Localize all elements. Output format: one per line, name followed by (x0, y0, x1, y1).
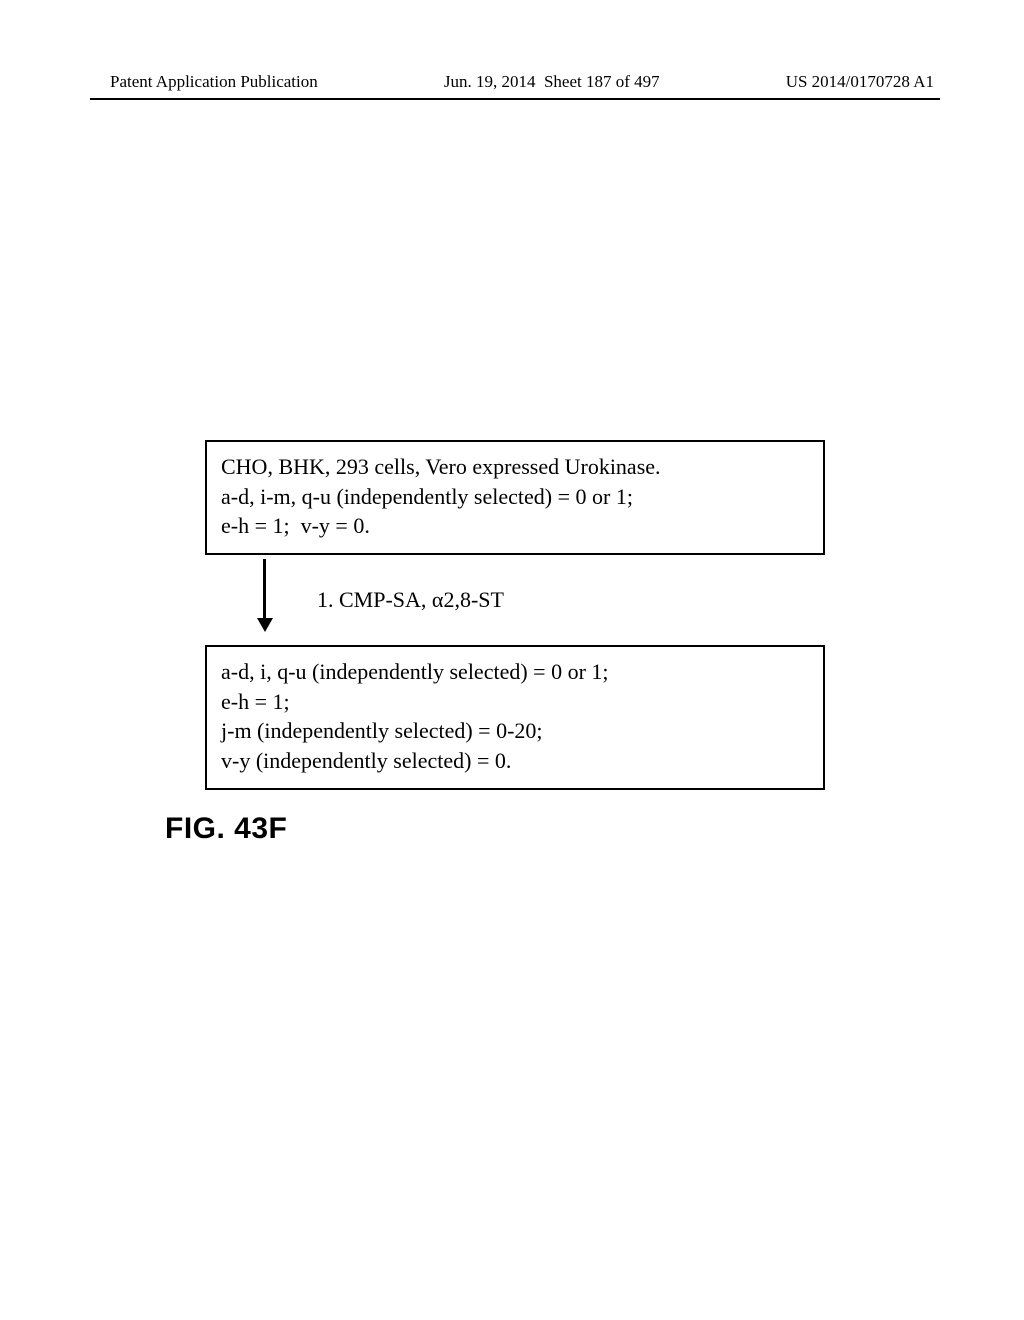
diagram-box-top: CHO, BHK, 293 cells, Vero expressed Urok… (205, 440, 825, 555)
box2-line3: j-m (independently selected) = 0-20; (221, 716, 809, 746)
arrow-head-icon (257, 618, 273, 632)
box2-line2: e-h = 1; (221, 687, 809, 717)
arrow-label-suffix: 2,8-ST (443, 587, 504, 612)
box1-line3: e-h = 1; v-y = 0. (221, 511, 809, 541)
figure-label: FIG. 43F (165, 812, 825, 846)
header-publication: Patent Application Publication (110, 72, 318, 92)
header-patent-number: US 2014/0170728 A1 (786, 72, 934, 92)
arrow-shaft (263, 559, 266, 622)
header-sheet: Sheet 187 of 497 (544, 72, 660, 91)
header-date-sheet: Jun. 19, 2014 Sheet 187 of 497 (444, 72, 660, 92)
box1-line1: CHO, BHK, 293 cells, Vero expressed Urok… (221, 452, 809, 482)
box2-line4: v-y (independently selected) = 0. (221, 746, 809, 776)
arrow-label: 1. CMP-SA, α2,8-ST (317, 587, 504, 613)
box1-line2: a-d, i-m, q-u (independently selected) =… (221, 482, 809, 512)
arrow-label-prefix: 1. CMP-SA, (317, 587, 432, 612)
header-divider (90, 98, 940, 100)
header-date: Jun. 19, 2014 (444, 72, 536, 91)
box2-line1: a-d, i, q-u (independently selected) = 0… (221, 657, 809, 687)
header-line: Patent Application Publication Jun. 19, … (110, 72, 934, 92)
figure-content: CHO, BHK, 293 cells, Vero expressed Urok… (205, 440, 825, 846)
arrow-label-alpha: α (432, 587, 444, 612)
diagram-box-bottom: a-d, i, q-u (independently selected) = 0… (205, 645, 825, 790)
page-header: Patent Application Publication Jun. 19, … (0, 72, 1024, 92)
reaction-arrow: 1. CMP-SA, α2,8-ST (263, 555, 825, 645)
